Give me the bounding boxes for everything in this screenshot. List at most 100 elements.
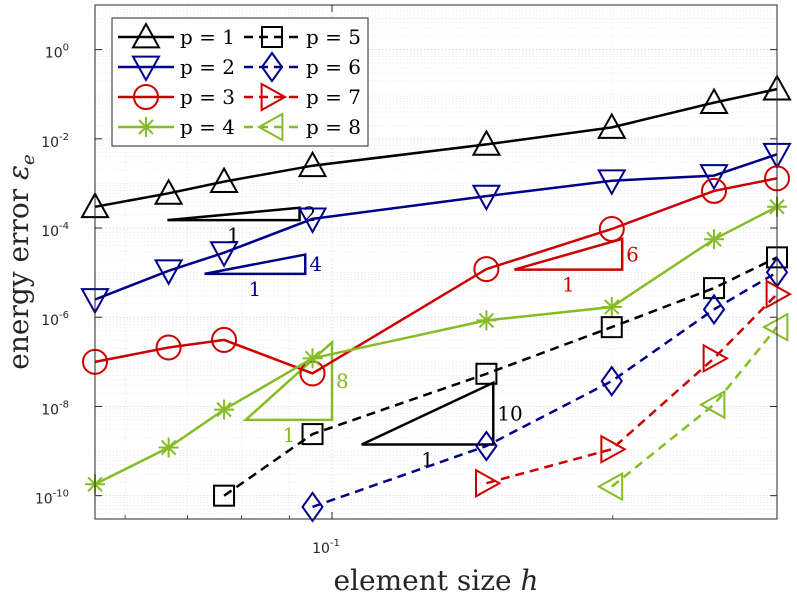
y-tick-label: 10-8 bbox=[41, 399, 69, 418]
data-point bbox=[701, 177, 728, 204]
data-point bbox=[302, 348, 323, 369]
data-point bbox=[214, 399, 235, 420]
data-point bbox=[596, 471, 624, 502]
data-point bbox=[699, 164, 729, 191]
series-line bbox=[312, 271, 778, 509]
slope-base-label-8: 1 bbox=[282, 423, 295, 447]
legend-item: p = 4 bbox=[118, 115, 235, 139]
series-5 bbox=[213, 246, 788, 507]
series-line bbox=[94, 177, 778, 375]
data-point bbox=[702, 293, 726, 326]
data-point bbox=[473, 256, 500, 283]
data-point bbox=[471, 129, 502, 156]
slope-rise-label-10: 10 bbox=[497, 402, 522, 426]
legend-item: p = 1 bbox=[118, 21, 235, 49]
data-point bbox=[211, 326, 238, 353]
legend-item: p = 5 bbox=[244, 25, 361, 49]
data-point bbox=[153, 178, 184, 205]
legend-marker bbox=[261, 26, 283, 48]
series-6 bbox=[301, 256, 789, 523]
data-point bbox=[600, 434, 627, 464]
axis-ticks: 10-10 10-8 10-6 10-4 10-2 100 10-1 bbox=[35, 5, 777, 557]
legend-label: p = 4 bbox=[180, 115, 235, 139]
legend-label: p = 7 bbox=[306, 85, 361, 109]
plot-frame bbox=[94, 4, 778, 520]
legend-item: p = 7 bbox=[244, 82, 361, 112]
legend: p = 1 p = 2 p = 3 p = 4 p = 5 p = 6 p = 7 p = 8 bbox=[111, 17, 369, 147]
data-point bbox=[597, 112, 627, 139]
y-tick-label: 10-6 bbox=[41, 310, 69, 329]
series-line bbox=[486, 293, 778, 485]
series-4 bbox=[85, 196, 787, 495]
data-point bbox=[475, 362, 498, 385]
slope-triangle-8 bbox=[242, 339, 334, 422]
legend-marker bbox=[131, 21, 161, 49]
asterisk-stroke bbox=[216, 401, 232, 418]
slope-triangle-10 bbox=[361, 380, 495, 446]
data-point bbox=[597, 169, 627, 196]
legend-item: p = 6 bbox=[244, 51, 361, 83]
y-tick-label: 10-4 bbox=[41, 221, 69, 240]
data-point bbox=[702, 343, 730, 374]
legend-marker bbox=[260, 51, 284, 83]
slope-triangle-4 bbox=[204, 253, 307, 276]
data-point bbox=[476, 310, 497, 331]
data-point bbox=[765, 279, 793, 309]
data-point bbox=[475, 468, 502, 498]
legend-item: p = 2 bbox=[118, 55, 235, 83]
data-point bbox=[601, 296, 622, 317]
data-point bbox=[213, 484, 236, 507]
data-point bbox=[475, 430, 498, 462]
data-point bbox=[155, 334, 182, 361]
data-point bbox=[761, 312, 789, 342]
series-8 bbox=[596, 312, 789, 502]
x-axis-title: element size h bbox=[334, 564, 539, 595]
legend-label: p = 1 bbox=[180, 25, 235, 49]
legend-marker bbox=[133, 84, 159, 110]
data-point bbox=[297, 150, 328, 178]
data-point bbox=[703, 277, 726, 300]
x-tick-label: 10-1 bbox=[312, 538, 340, 557]
slope-rise-label-6: 6 bbox=[626, 242, 639, 266]
series-line bbox=[611, 326, 778, 488]
legend-marker bbox=[260, 82, 288, 112]
data-point bbox=[600, 316, 623, 339]
data-point bbox=[209, 241, 239, 268]
legend-label: p = 3 bbox=[180, 85, 235, 109]
data-point bbox=[153, 259, 184, 286]
data-point bbox=[704, 229, 725, 250]
data-point bbox=[158, 437, 179, 458]
asterisk-stroke bbox=[304, 350, 321, 367]
data-point bbox=[297, 207, 328, 234]
data-point bbox=[209, 166, 239, 193]
asterisk-stroke bbox=[160, 439, 177, 456]
legend-marker bbox=[131, 55, 161, 83]
y-tick-label: 100 bbox=[45, 43, 69, 62]
slope-base-label-2: 1 bbox=[227, 223, 240, 247]
legend-marker bbox=[256, 112, 284, 142]
y-axis-title: energy error εe bbox=[2, 154, 39, 369]
legend-label: p = 8 bbox=[306, 115, 361, 139]
slope-base-label-4: 1 bbox=[249, 277, 262, 301]
legend-label: p = 5 bbox=[306, 25, 361, 49]
data-point bbox=[301, 491, 324, 523]
legend-item: p = 3 bbox=[118, 84, 235, 110]
series-lines bbox=[80, 74, 793, 523]
asterisk-stroke bbox=[604, 299, 620, 315]
series-line bbox=[94, 87, 778, 209]
data-point bbox=[301, 423, 324, 446]
series-7 bbox=[475, 279, 793, 498]
asterisk-stroke bbox=[138, 119, 154, 135]
data-point bbox=[598, 216, 625, 243]
legend-label: p = 2 bbox=[180, 55, 235, 79]
slope-rise-label-4: 4 bbox=[309, 252, 322, 276]
data-point bbox=[699, 87, 729, 114]
y-tick-label: 10-10 bbox=[35, 489, 69, 508]
legend-marker bbox=[136, 117, 156, 137]
legend-item: p = 8 bbox=[244, 112, 361, 142]
slope-triangle-6 bbox=[514, 237, 624, 271]
asterisk-stroke bbox=[478, 312, 495, 329]
legend-label: p = 6 bbox=[306, 55, 361, 79]
